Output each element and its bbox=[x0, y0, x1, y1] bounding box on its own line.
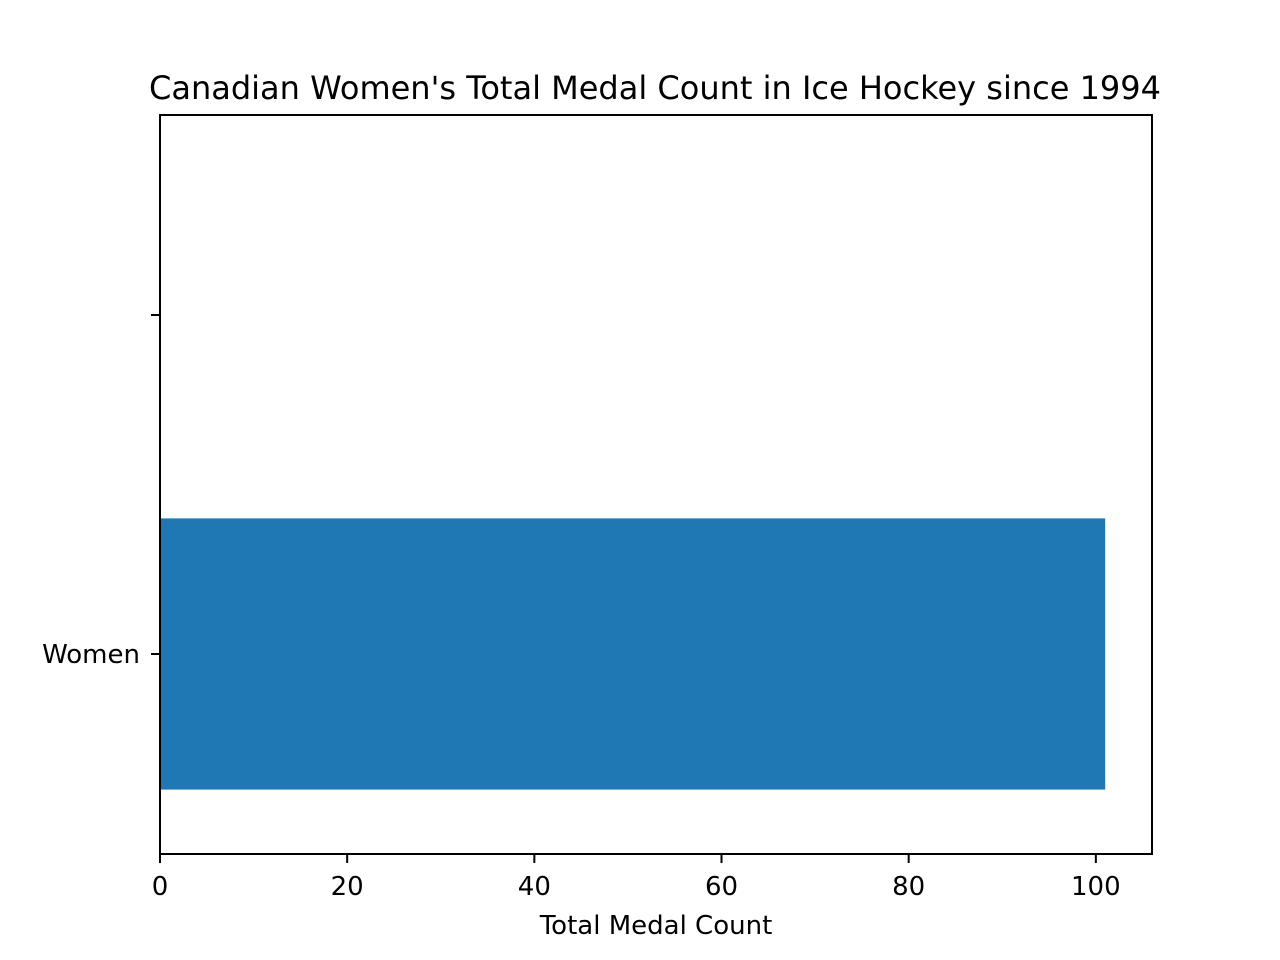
x-tick-label: 100 bbox=[1071, 872, 1121, 902]
x-axis-ticks: 0 20 40 60 80 100 bbox=[152, 854, 1121, 902]
x-tick-label: 0 bbox=[152, 872, 169, 902]
x-tick-label: 80 bbox=[892, 872, 925, 902]
bars-group bbox=[160, 518, 1106, 790]
x-tick-label: 60 bbox=[705, 872, 738, 902]
chart-title: Canadian Women's Total Medal Count in Ic… bbox=[149, 69, 1161, 107]
y-axis-ticks: Women bbox=[42, 314, 160, 670]
x-tick-label: 40 bbox=[518, 872, 551, 902]
y-tick-label: Women bbox=[42, 640, 140, 670]
bar-women bbox=[160, 518, 1106, 790]
plot-frame bbox=[159, 114, 1153, 855]
x-tick-label: 20 bbox=[331, 872, 364, 902]
x-axis-label: Total Medal Count bbox=[539, 911, 773, 941]
